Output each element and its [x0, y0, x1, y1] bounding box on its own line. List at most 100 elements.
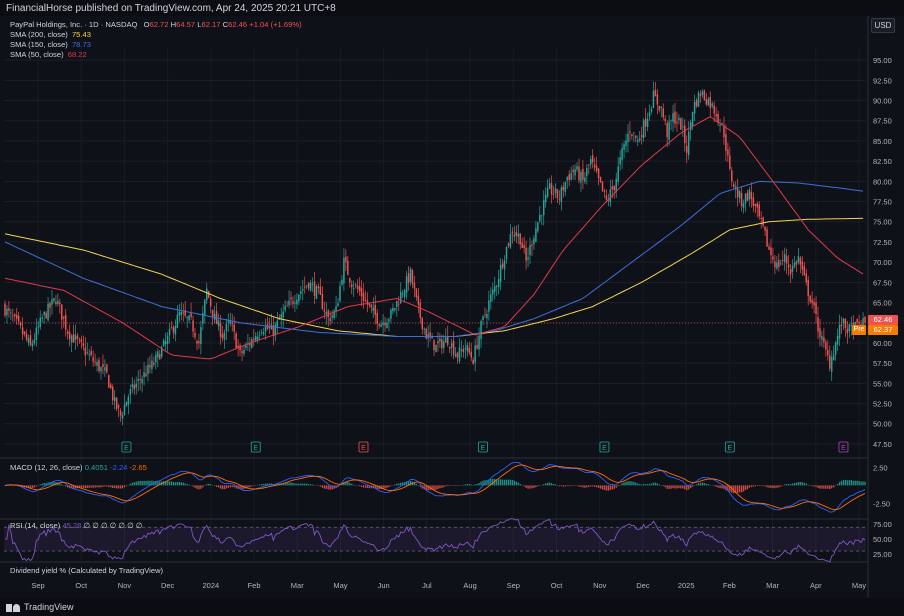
sma150-legend[interactable]: SMA (150, close) 78.73: [10, 40, 91, 49]
candle-body: [758, 204, 760, 217]
grid: [4, 48, 866, 560]
macd-histogram-bar: [748, 485, 751, 488]
macd-histogram-bar: [470, 484, 472, 486]
candle-body: [192, 320, 194, 332]
candle-body: [388, 319, 390, 322]
candle-body: [764, 226, 766, 231]
sma50-legend[interactable]: SMA (50, close) 68.22: [10, 50, 87, 59]
candle-body: [57, 300, 59, 305]
macd-histogram-bar: [405, 481, 408, 486]
sma200-legend[interactable]: SMA (200, close) 75.43: [10, 30, 91, 39]
candle-body: [580, 172, 582, 183]
chart-canvas[interactable]: E E E E E E E 95.00 92.50 90.00 87.50 85.00 82.50 80…: [0, 16, 904, 598]
macd-histogram-bar: [519, 483, 521, 486]
candle-body: [752, 197, 755, 207]
macd-histogram-bar: [445, 485, 447, 487]
candle-body: [331, 315, 333, 318]
candle-body: [691, 112, 694, 126]
macd-histogram-bar: [611, 485, 613, 490]
candle-body: [550, 183, 553, 195]
currency-badge[interactable]: USD: [871, 18, 895, 33]
high-label: H: [170, 20, 177, 29]
candle-body: [701, 91, 704, 95]
candle-body: [94, 361, 96, 363]
candle-body: [766, 229, 768, 247]
macd-histogram-bar: [94, 485, 96, 488]
macd-histogram-bar: [670, 485, 672, 489]
candle-body: [607, 199, 610, 201]
macd-histogram-bar: [595, 485, 598, 488]
macd-histogram-bar: [744, 485, 747, 491]
macd-histogram-bar: [364, 485, 367, 488]
x-tick-label: Apr: [810, 581, 822, 590]
candle-body: [588, 164, 590, 166]
macd-histogram-bar: [558, 485, 561, 487]
candle-body: [478, 335, 480, 350]
macd-histogram-bar: [750, 485, 753, 487]
macd-histogram-bar: [231, 485, 233, 488]
macd-label: MACD (12, 26, close): [10, 463, 83, 472]
candle-body: [370, 304, 373, 308]
macd-histogram-bar: [723, 485, 725, 490]
candle-body: [4, 303, 6, 316]
macd-legend[interactable]: MACD (12, 26, close) 0.4051 -2.24 -2.65: [10, 463, 147, 472]
macd-histogram-bar: [407, 481, 410, 486]
macd-histogram-bar: [646, 484, 649, 486]
candle-body: [627, 133, 629, 143]
candle-body: [682, 126, 684, 128]
candle-body: [41, 317, 43, 319]
rsi-legend[interactable]: RSI (14, close) 45.28 ∅ ∅ ∅ ∅ ∅ ∅ ∅: [10, 521, 142, 530]
candle-body: [787, 264, 790, 268]
macd-histogram-bar: [200, 485, 202, 489]
macd-histogram-bar: [143, 480, 145, 486]
macd-histogram-bar: [129, 483, 132, 486]
macd-histogram-bar: [678, 485, 680, 489]
macd-histogram-bar: [764, 485, 766, 487]
macd-histogram-bar: [72, 485, 75, 489]
candle-body: [74, 335, 77, 340]
candle-body: [78, 339, 81, 341]
x-tick-label: Dec: [636, 581, 650, 590]
candle-body: [754, 204, 757, 206]
y-tick-label: 50.00: [873, 420, 892, 429]
macd-histogram-bar: [262, 483, 265, 486]
y-tick-label: 92.50: [873, 76, 892, 85]
candle-body: [668, 121, 670, 140]
candle-body: [178, 312, 181, 316]
macd-histogram-bar: [642, 484, 645, 486]
candle-body: [405, 276, 408, 293]
macd-histogram-bar: [468, 484, 470, 486]
macd-histogram-bar: [852, 480, 854, 486]
candle-body: [337, 303, 339, 307]
tradingview-logo[interactable]: TradingView: [6, 602, 74, 612]
candle-body: [558, 198, 561, 200]
candle-body: [533, 238, 535, 245]
candle-body: [488, 300, 490, 312]
candle-body: [113, 397, 116, 401]
candle-body: [37, 326, 40, 328]
macd-histogram-bar: [787, 484, 790, 486]
pre-market-label: Pre: [852, 325, 866, 335]
candle-body: [564, 182, 567, 192]
candle-body: [61, 304, 63, 320]
macd-histogram-bar: [247, 485, 249, 488]
change-value: +1.04 (+1.69%): [249, 20, 302, 29]
macd-histogram-bar: [613, 485, 615, 489]
macd-histogram-bar: [300, 483, 302, 486]
candle-body: [64, 314, 67, 330]
candle-body: [595, 166, 598, 172]
candle-body: [476, 344, 478, 349]
macd-histogram-bar: [384, 485, 386, 489]
candle-body: [174, 325, 177, 335]
candle-body: [411, 270, 414, 285]
macd-histogram-bar: [396, 483, 398, 486]
x-tick-label: Jun: [378, 581, 390, 590]
macd-histogram-bar: [96, 485, 98, 488]
macd-line: [4, 461, 866, 513]
dividend-legend[interactable]: Dividend yield % (Calculated by TradingV…: [10, 566, 163, 575]
candle-body: [542, 200, 545, 216]
macd-histogram-bar: [609, 485, 612, 491]
candle-body: [537, 222, 539, 232]
macd-histogram-bar: [366, 485, 369, 489]
